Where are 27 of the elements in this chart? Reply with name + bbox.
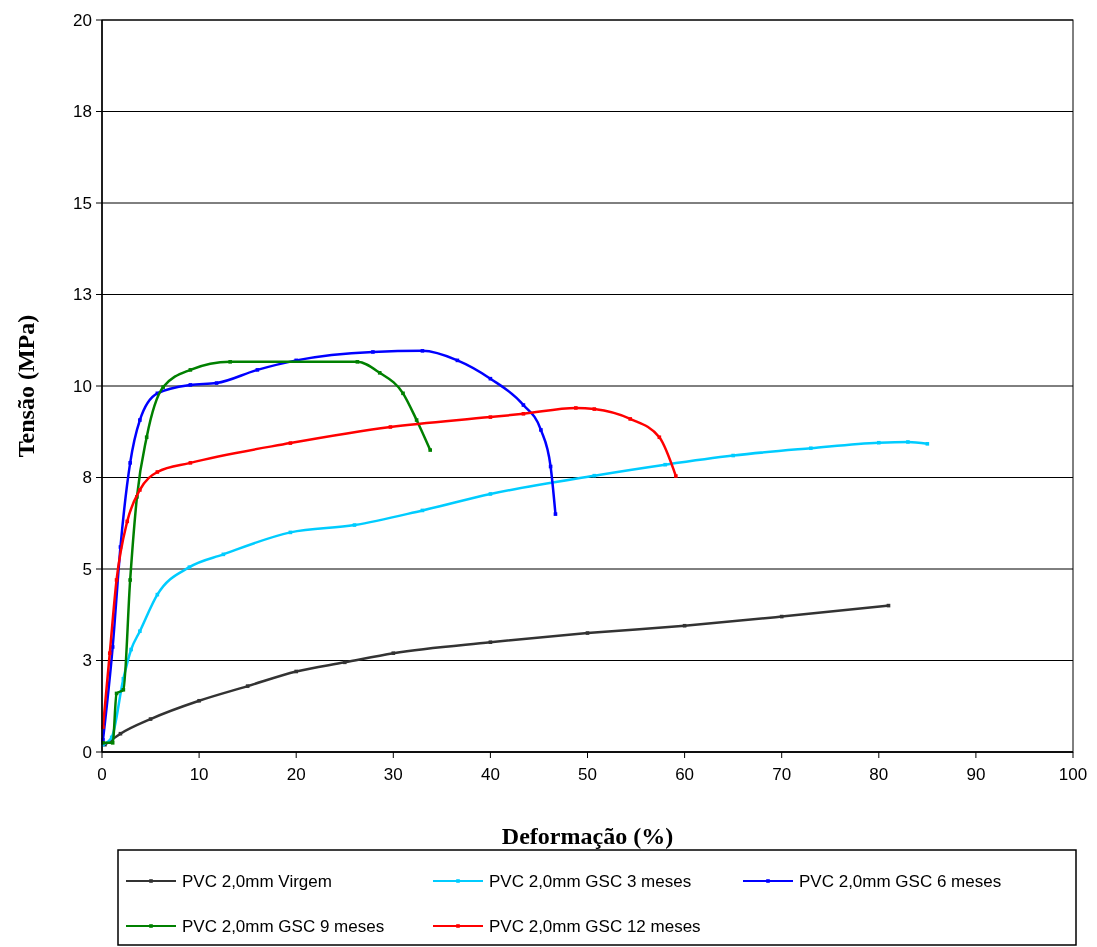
x-tick-label: 30 <box>383 765 403 784</box>
x-tick-label: 40 <box>480 765 500 784</box>
y-tick-label: 20 <box>73 10 92 30</box>
legend-label: PVC 2,0mm GSC 9 meses <box>182 916 385 936</box>
y-tick-label: 3 <box>82 651 92 671</box>
x-axis-title: Deformação (%) <box>501 823 674 849</box>
y-tick-label: 8 <box>82 468 92 488</box>
y-tick-label: 10 <box>73 376 92 396</box>
y-tick-label: 15 <box>73 193 92 213</box>
legend-label: PVC 2,0mm GSC 3 meses <box>489 871 692 891</box>
y-tick-label: 13 <box>73 285 92 305</box>
x-tick-label: 90 <box>966 765 986 784</box>
x-tick-label: 60 <box>675 765 695 784</box>
x-tick-label: 20 <box>286 765 306 784</box>
x-tick-label: 100 <box>1058 765 1088 784</box>
y-tick-label: 0 <box>82 742 92 762</box>
legend-label: PVC 2,0mm Virgem <box>182 871 332 891</box>
y-tick-label: 18 <box>73 102 92 122</box>
x-tick-label: 50 <box>578 765 597 784</box>
y-axis-title: Tensão (MPa) <box>13 314 39 458</box>
legend-label: PVC 2,0mm GSC 6 meses <box>799 871 1002 891</box>
x-tick-label: 70 <box>772 765 792 784</box>
x-tick-label: 10 <box>189 765 209 784</box>
y-tick-label: 5 <box>82 559 92 579</box>
x-tick-label: 80 <box>869 765 889 784</box>
legend-label: PVC 2,0mm GSC 12 meses <box>489 916 701 936</box>
x-tick-label: 0 <box>97 765 107 784</box>
